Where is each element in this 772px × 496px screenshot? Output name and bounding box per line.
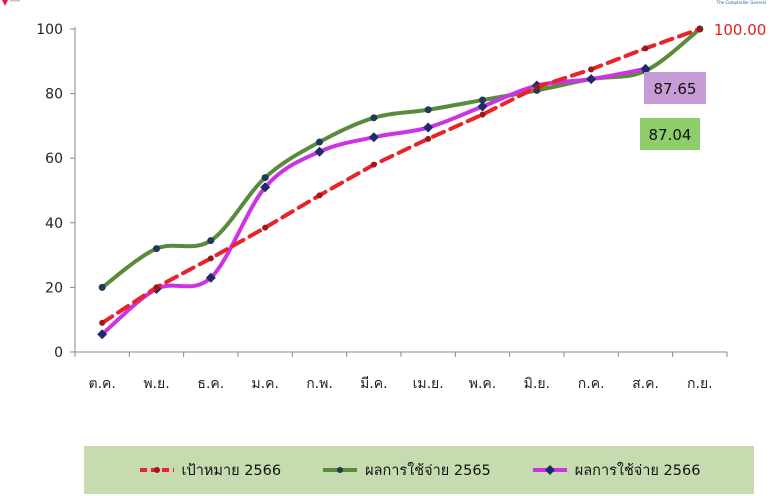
data-point-target bbox=[588, 66, 595, 73]
data-point-target bbox=[479, 111, 486, 118]
data-point-2565 bbox=[261, 174, 269, 182]
data-point-2566 bbox=[423, 122, 434, 133]
data-point-target bbox=[425, 135, 432, 142]
data-point-2566 bbox=[477, 101, 488, 112]
series-line-1 bbox=[100, 27, 702, 290]
value-label-2566: 87.65 bbox=[654, 80, 697, 98]
legend-swatch-dashed-icon bbox=[139, 467, 174, 473]
x-tick-label: ก.พ. bbox=[306, 376, 333, 392]
legend-item-target: เป้าหมาย 2566 bbox=[138, 459, 282, 482]
data-point-target bbox=[642, 45, 649, 52]
value-box-2565 bbox=[640, 118, 700, 150]
x-tick-label: ต.ค. bbox=[88, 376, 115, 392]
data-point-target bbox=[370, 161, 377, 168]
x-tick-label: ส.ค. bbox=[632, 376, 659, 392]
legend-item-2566: ผลการใช้จ่าย 2566 bbox=[531, 459, 701, 482]
data-point-target bbox=[696, 26, 703, 32]
data-point-2565 bbox=[424, 106, 432, 114]
data-point-target bbox=[533, 84, 540, 91]
data-point-2565 bbox=[207, 237, 215, 245]
y-tick-label: 40 bbox=[45, 216, 63, 232]
chart-legend: เป้าหมาย 2566 ผลการใช้จ่าย 2565 ผลการใช้… bbox=[84, 446, 754, 494]
header-logo-text: The Comptroller General bbox=[716, 0, 766, 5]
data-point-2565 bbox=[479, 96, 486, 104]
y-tick-labels: 0 20 40 60 80 100 bbox=[36, 22, 63, 361]
x-tick-label: ม.ค. bbox=[251, 376, 279, 392]
legend-item-2565: ผลการใช้จ่าย 2565 bbox=[321, 459, 491, 482]
annotations: 100.00 87.65 87.04 bbox=[640, 21, 766, 150]
data-point-2566 bbox=[586, 74, 597, 85]
x-tick-label: ก.ค. bbox=[578, 376, 605, 392]
data-point-2566 bbox=[205, 272, 216, 283]
data-point-target bbox=[316, 192, 323, 199]
logo-mark-icon bbox=[2, 0, 20, 6]
value-label-2565: 87.04 bbox=[649, 126, 692, 144]
data-point-target bbox=[262, 224, 269, 231]
data-point-target bbox=[99, 319, 106, 326]
legend-label-2565: ผลการใช้จ่าย 2565 bbox=[365, 462, 491, 479]
data-point-2566 bbox=[368, 132, 379, 143]
series-line-0 bbox=[100, 27, 702, 325]
series-lines bbox=[97, 25, 704, 340]
x-tick-label: ก.ย. bbox=[687, 376, 713, 392]
x-tick-labels: ต.ค. พ.ย. ธ.ค. ม.ค. ก.พ. มี.ค. เม.ย. พ.ค. มิ.ย. ก… bbox=[88, 376, 712, 392]
y-tick-label: 20 bbox=[45, 280, 63, 296]
legend-label-2566: ผลการใช้จ่าย 2566 bbox=[574, 462, 701, 479]
legend-swatch-green-icon bbox=[323, 467, 358, 473]
x-tick-label: พ.ย. bbox=[143, 376, 169, 392]
data-point-2566 bbox=[260, 182, 271, 193]
y-tick-label: 60 bbox=[45, 151, 63, 167]
series-line-2 bbox=[100, 66, 648, 337]
data-point-2566 bbox=[640, 63, 651, 74]
data-point-target bbox=[207, 255, 214, 262]
x-tick-label: มี.ค. bbox=[360, 376, 388, 392]
data-point-2565 bbox=[370, 114, 378, 122]
y-tick-label: 80 bbox=[45, 87, 63, 103]
y-tick-label: 0 bbox=[54, 345, 63, 361]
data-point-2565 bbox=[153, 245, 160, 253]
line-chart: 0 20 40 60 80 100 ต.ค. พ.ย. ธ.ค. ม.ค. ก.พ. มี.ค. เม… bbox=[36, 21, 766, 392]
value-box-2566 bbox=[644, 72, 706, 104]
data-point-2565 bbox=[98, 283, 106, 291]
target-end-label: 100.00 bbox=[714, 21, 767, 39]
data-point-2566 bbox=[314, 146, 325, 157]
axes bbox=[70, 27, 728, 357]
x-tick-label: ธ.ค. bbox=[197, 376, 224, 392]
x-tick-label: พ.ค. bbox=[469, 376, 497, 392]
legend-swatch-purple-icon bbox=[532, 465, 567, 475]
legend-label-target: เป้าหมาย 2566 bbox=[181, 462, 282, 479]
y-tick-label: 100 bbox=[36, 22, 63, 38]
x-tick-label: เม.ย. bbox=[413, 376, 444, 392]
data-point-2566 bbox=[97, 329, 108, 340]
x-tick-label: มิ.ย. bbox=[524, 376, 550, 392]
data-point-target bbox=[153, 284, 160, 291]
data-point-2565 bbox=[316, 138, 323, 146]
